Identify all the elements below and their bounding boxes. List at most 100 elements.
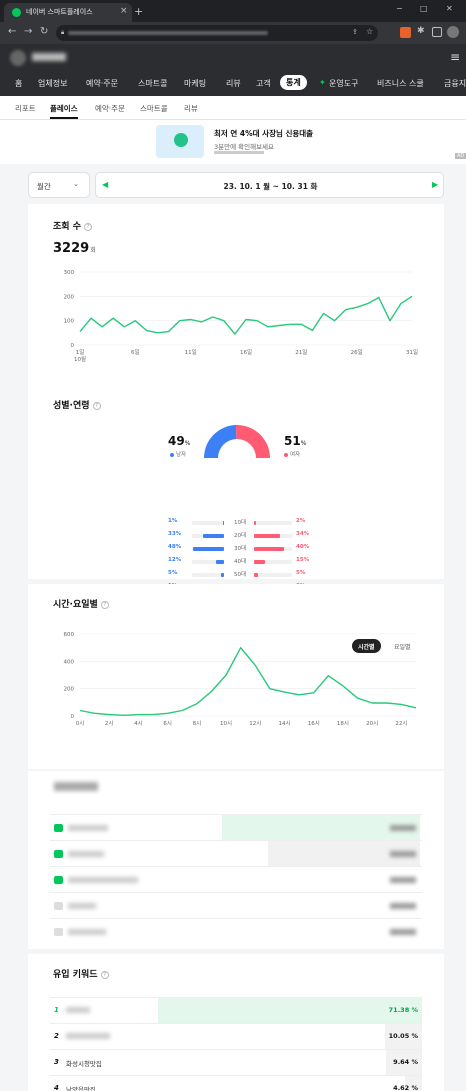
menu-icon[interactable]: ≡ (450, 50, 461, 64)
male-age-pct: 1% (168, 518, 178, 524)
next-period-button[interactable]: ▶ (432, 180, 439, 189)
y-tick-label: 200 (64, 294, 75, 300)
female-age-bar (254, 573, 258, 577)
share-icon[interactable]: ⇪ (352, 28, 358, 36)
coin-icon (174, 133, 188, 147)
y-tick-label: 400 (64, 659, 75, 665)
keyword-rank: 1 (54, 1006, 59, 1014)
help-icon[interactable]: ? (100, 600, 109, 609)
bookmark-star-icon[interactable]: ☆ (366, 27, 374, 36)
male-age-bar (223, 521, 224, 525)
age-row: 1% 10대 2% (168, 518, 313, 527)
male-age-track (192, 547, 224, 551)
main-nav: 홈 업체정보 예약·주문 스마트콜 마케팅 리뷰 고객 통계 ✦ 운영도구 비즈… (0, 72, 466, 96)
extension-icon[interactable] (400, 27, 411, 38)
nav-business-school[interactable]: 비즈니스 스쿨 (377, 79, 424, 88)
keyword-name-redacted (66, 1007, 90, 1013)
x-tick-label: 12시 (249, 721, 261, 727)
prev-period-button[interactable]: ◀ (102, 180, 109, 189)
x-tick-label: 16일 (240, 348, 252, 356)
x-tick-label: 0시 (76, 721, 85, 727)
sparkle-icon: ✦ (319, 78, 326, 87)
channel-row[interactable] (50, 892, 422, 918)
channel-icon (54, 876, 63, 884)
sub-nav: 리포트 플레이스 예약·주문 스마트콜 리뷰 (0, 96, 466, 120)
age-label: 50대 (233, 572, 247, 578)
male-age-pct: 48% (168, 544, 182, 550)
female-age-bar (254, 547, 285, 551)
subnav-report[interactable]: 리포트 (15, 104, 36, 113)
forward-arrow-icon[interactable]: → (24, 26, 33, 37)
keyword-row[interactable]: 3 화성시청맛집 9.64 % (0, 1049, 466, 1075)
help-icon[interactable]: ? (83, 222, 92, 231)
tab-title: 네이버 스마트플레이스 (26, 8, 93, 16)
help-icon[interactable]: ? (100, 970, 109, 979)
x-tick-label: 20시 (366, 721, 378, 727)
browser-tab[interactable]: 네이버 스마트플레이스 × (4, 3, 132, 22)
time-line-chart: 0 200 400 600 0시 2시 4시 6시 8시 10시 12시 14시 16시 18시 20시 22… (64, 632, 417, 727)
ad-banner[interactable]: 최저 연 4%대 사장님 신용대출 3분만에 확인해보세요 AD (0, 120, 466, 164)
male-age-track (192, 560, 224, 564)
nav-statistics[interactable]: 통계 (280, 75, 307, 90)
reload-icon[interactable]: ↻ (40, 26, 49, 37)
channel-row[interactable] (50, 840, 422, 866)
minimize-button[interactable]: − (396, 4, 403, 13)
male-percent: 49% (168, 434, 191, 448)
x-tick-label: 2시 (105, 721, 114, 727)
store-logo[interactable] (10, 50, 26, 66)
x-sub-label: 10월 (74, 355, 86, 363)
nav-customer[interactable]: 고객 (256, 79, 271, 88)
nav-review[interactable]: 리뷰 (226, 79, 241, 88)
subnav-review[interactable]: 리뷰 (184, 104, 198, 113)
store-name-redacted[interactable] (32, 53, 66, 61)
nav-finance[interactable]: 금융지 (444, 79, 466, 88)
channel-pct-redacted (390, 929, 416, 935)
keyword-row[interactable]: 1 71.38 % (0, 997, 466, 1023)
x-tick-label: 10시 (220, 721, 232, 727)
x-tick-label: 11일 (185, 348, 197, 356)
channel-row[interactable] (50, 918, 422, 944)
male-age-track (192, 573, 224, 577)
toggle-hourly[interactable]: 시간별 (352, 639, 381, 653)
puzzle-icon[interactable]: ✱ (417, 26, 425, 36)
channel-name-redacted (68, 929, 106, 935)
subnav-place[interactable]: 플레이스 (50, 103, 78, 119)
keyword-row[interactable]: 4 남양읍맛집 4.62 % (0, 1075, 466, 1091)
keywords-title: 유입 키워드? (53, 967, 109, 980)
back-arrow-icon[interactable]: ← (8, 26, 17, 37)
sidebar-icon[interactable] (432, 27, 442, 37)
nav-reservation[interactable]: 예약·주문 (86, 79, 118, 88)
nav-business-info[interactable]: 업체정보 (38, 79, 68, 88)
period-select[interactable]: 월간 ⌄ (28, 172, 90, 198)
date-range-text: 23. 10. 1 월 ~ 10. 31 화 (223, 182, 318, 191)
keyword-row[interactable]: 2 10.05 % (0, 1023, 466, 1049)
male-age-bar (220, 573, 224, 577)
age-label: 40대 (233, 559, 247, 565)
maximize-button[interactable]: □ (420, 4, 428, 13)
nav-smartcall[interactable]: 스마트콜 (138, 79, 168, 88)
date-range-picker: ◀ 23. 10. 1 월 ~ 10. 31 화 ▶ (95, 172, 444, 198)
female-age-pct: 15% (296, 557, 310, 563)
window-close-button[interactable]: ✕ (446, 4, 453, 13)
nav-home[interactable]: 홈 (15, 79, 23, 88)
help-icon[interactable]: ? (92, 401, 101, 410)
age-row: 12% 40대 15% (168, 557, 313, 566)
female-age-track (254, 560, 292, 564)
subnav-smartcall[interactable]: 스마트콜 (140, 104, 168, 113)
nav-ops-tools[interactable]: 운영도구 (329, 79, 359, 88)
tab-close-button[interactable]: × (120, 6, 128, 16)
age-row: 48% 30대 40% (168, 544, 313, 553)
nav-marketing[interactable]: 마케팅 (184, 79, 207, 88)
y-tick-label: 300 (64, 270, 75, 276)
profile-avatar[interactable] (447, 26, 459, 38)
toggle-weekday[interactable]: 요일별 (394, 644, 411, 651)
row-divider (50, 1075, 422, 1076)
subnav-reservation[interactable]: 예약·주문 (95, 104, 125, 113)
address-bar[interactable]: 🔒︎ ⇪ ☆ (56, 25, 378, 41)
female-age-track (254, 521, 292, 525)
channel-pct-redacted (390, 825, 416, 831)
channel-row[interactable] (50, 866, 422, 892)
new-tab-button[interactable]: + (134, 5, 144, 18)
channel-row[interactable] (50, 814, 422, 840)
views-card: 조회 수? 3229회 0 100 200 300 1일 6일 11일 16일 21일 26일 31… (28, 204, 444, 394)
